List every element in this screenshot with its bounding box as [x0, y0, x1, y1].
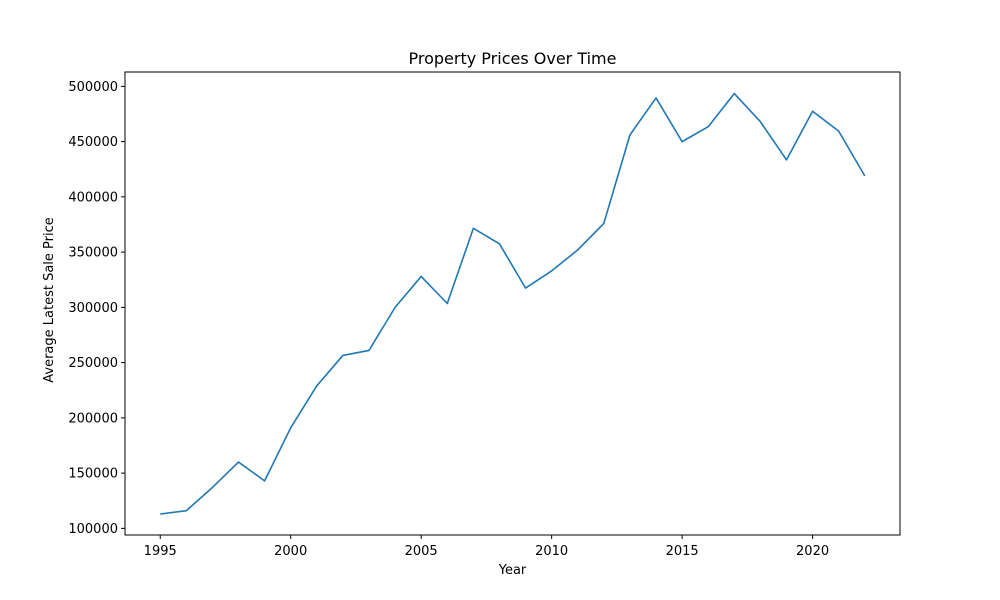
y-tick-label: 200000 — [68, 411, 118, 426]
chart-title: Property Prices Over Time — [409, 49, 617, 68]
y-tick-label: 400000 — [68, 190, 118, 205]
y-tick-label: 100000 — [68, 522, 118, 537]
x-tick-label: 2005 — [405, 544, 438, 559]
y-tick-label: 300000 — [68, 301, 118, 316]
x-tick-label: 2000 — [274, 544, 307, 559]
x-tick-label: 2020 — [796, 544, 829, 559]
y-tick-label: 150000 — [68, 467, 118, 482]
y-tick-label: 350000 — [68, 246, 118, 261]
x-axis-label: Year — [498, 563, 527, 578]
y-axis-label: Average Latest Sale Price — [42, 217, 57, 383]
series-line — [160, 92, 866, 515]
x-tick-label: 2010 — [535, 544, 568, 559]
y-tick-label: 500000 — [68, 80, 118, 95]
plot-area: 100000 150000 200000 250000 300000 350000 4000… — [68, 71, 901, 559]
y-tick-label: 250000 — [68, 356, 118, 371]
x-tick-label: 1995 — [144, 544, 177, 559]
axes-frame — [124, 71, 901, 536]
y-tick-label: 450000 — [68, 135, 118, 150]
x-tick-label: 2015 — [666, 544, 699, 559]
